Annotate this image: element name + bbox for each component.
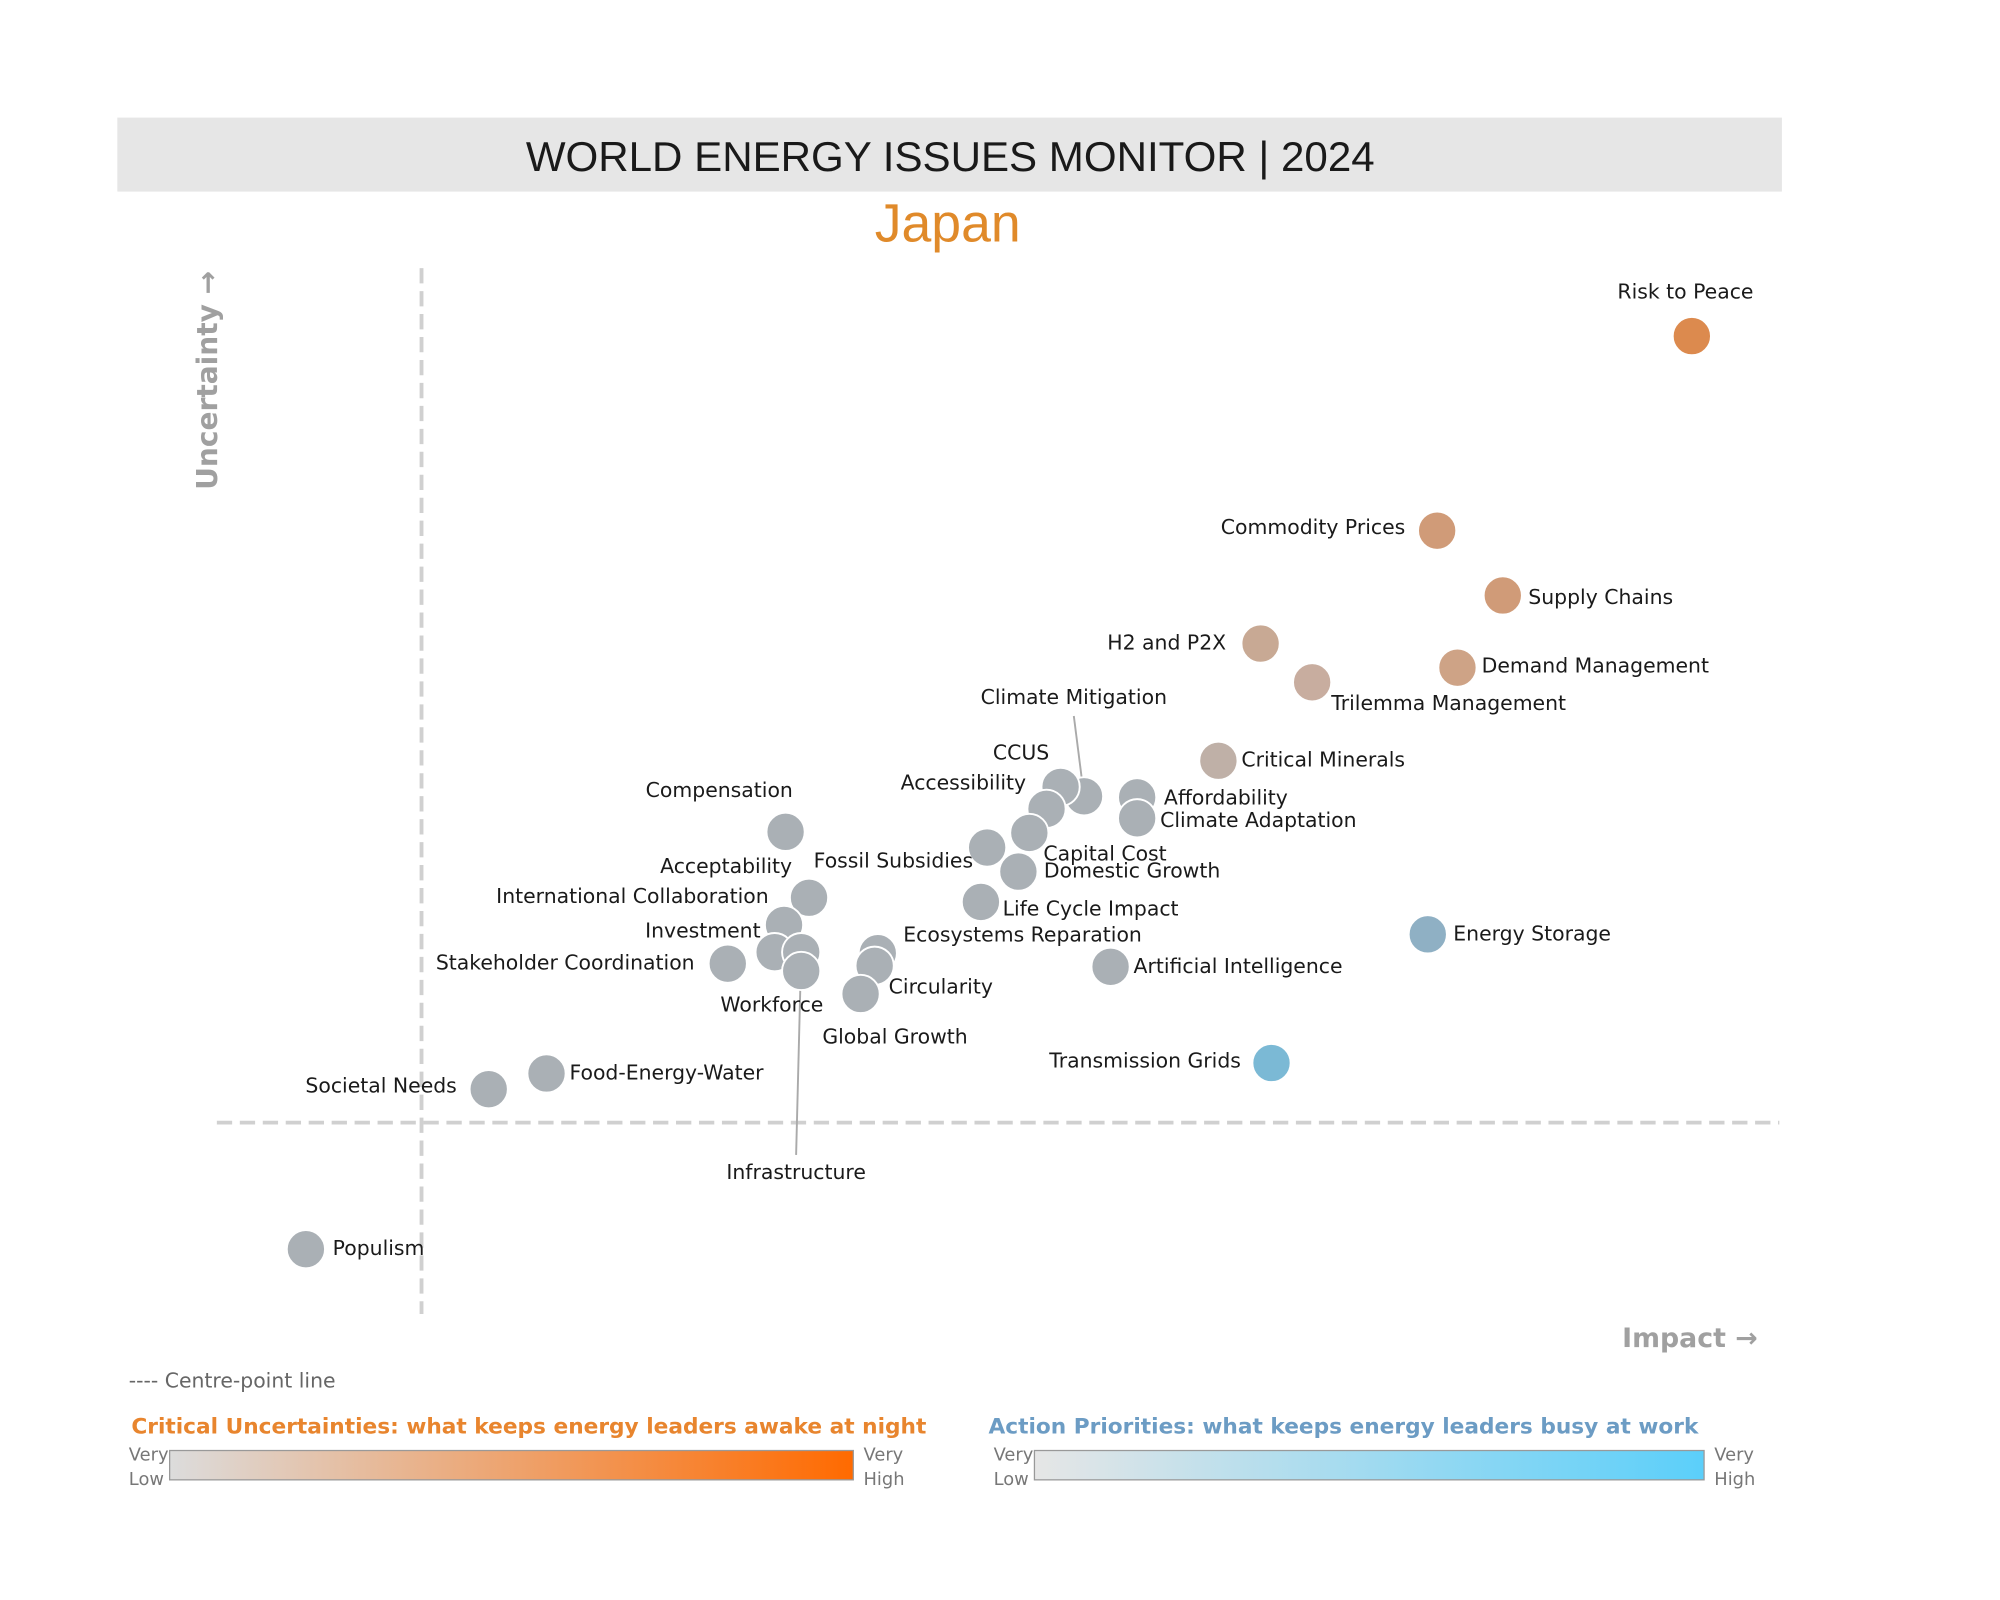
point	[1009, 812, 1050, 853]
point-label: Transmission Grids	[1048, 1049, 1241, 1073]
point	[1671, 316, 1712, 357]
point-label: Global Growth	[822, 1024, 967, 1048]
x-axis-label: Impact →	[1622, 1323, 1757, 1354]
point	[285, 1229, 326, 1270]
legend-gradient	[169, 1449, 854, 1481]
centre-line-note: ---- Centre-point line	[129, 1369, 336, 1393]
point-label: Fossil Subsidies	[814, 849, 973, 873]
point	[1417, 510, 1458, 551]
point-label: Stakeholder Coordination	[436, 951, 695, 975]
point	[707, 943, 748, 984]
point	[1117, 798, 1158, 839]
point-label: Climate Mitigation	[981, 685, 1167, 709]
point-label: Affordability	[1164, 786, 1288, 810]
point	[840, 973, 881, 1015]
point-label: Demand Management	[1482, 653, 1709, 677]
point-label: Societal Needs	[305, 1074, 456, 1098]
point-label: Domestic Growth	[1044, 859, 1220, 883]
point-label: Commodity Prices	[1221, 515, 1405, 539]
y-axis-label: Uncertainty →	[191, 271, 224, 490]
point-label: Supply Chains	[1528, 585, 1673, 609]
legend-low: Very	[994, 1445, 1034, 1466]
point-label: Ecosystems Reparation	[903, 922, 1142, 946]
point-label: Infrastructure	[726, 1160, 866, 1184]
point-label: Compensation	[646, 778, 793, 802]
point	[1292, 662, 1333, 703]
point-label: International Collaboration	[496, 884, 769, 908]
chart-title: WORLD ENERGY ISSUES MONITOR | 2024	[526, 133, 1375, 180]
point-label: Trilemma Management	[1330, 691, 1566, 715]
point	[1240, 623, 1281, 664]
point-label: Food-Energy-Water	[569, 1060, 764, 1084]
subtitle: Japan	[875, 194, 1021, 253]
point-label: CCUS	[993, 741, 1049, 765]
point	[1198, 740, 1239, 781]
point-label: Workforce	[720, 992, 823, 1016]
point	[1437, 647, 1478, 688]
point	[788, 877, 830, 918]
point-label: H2 and P2X	[1107, 631, 1226, 655]
legend-high: Very	[1714, 1445, 1754, 1466]
point-label: Artificial Intelligence	[1134, 954, 1343, 978]
point-label: Risk to Peace	[1617, 280, 1753, 304]
point-label: Accessibility	[901, 770, 1026, 794]
point	[1251, 1042, 1292, 1084]
point	[967, 827, 1008, 868]
point	[468, 1069, 509, 1110]
point	[1407, 914, 1448, 955]
point	[781, 950, 822, 992]
point-label: Critical Minerals	[1241, 748, 1405, 772]
legend-title: Action Priorities: what keeps energy lea…	[989, 1415, 1699, 1440]
point-label: Energy Storage	[1453, 921, 1611, 945]
legend-high: Very	[864, 1445, 904, 1466]
legend-low: Low	[994, 1469, 1029, 1490]
point-label: Acceptability	[660, 854, 792, 878]
point-label: Climate Adaptation	[1160, 808, 1356, 832]
title-bar	[117, 117, 1782, 192]
legend-high: High	[864, 1469, 905, 1490]
point-label: Circularity	[889, 974, 993, 998]
legend-title: Critical Uncertainties: what keeps energ…	[131, 1415, 926, 1440]
point-label: Investment	[645, 919, 761, 943]
point-label: Capital Cost	[1043, 842, 1166, 866]
point-label: Life Cycle Impact	[1003, 897, 1179, 921]
point	[998, 851, 1039, 892]
legend-low: Very	[129, 1445, 169, 1466]
point-label: Populism	[333, 1236, 425, 1260]
legend-gradient	[1033, 1449, 1705, 1481]
point	[526, 1053, 567, 1094]
point	[1482, 575, 1523, 616]
legend-low: Low	[129, 1469, 164, 1490]
point	[1090, 946, 1131, 987]
point	[960, 881, 1001, 923]
point	[765, 811, 806, 852]
legend-high: High	[1714, 1469, 1755, 1490]
